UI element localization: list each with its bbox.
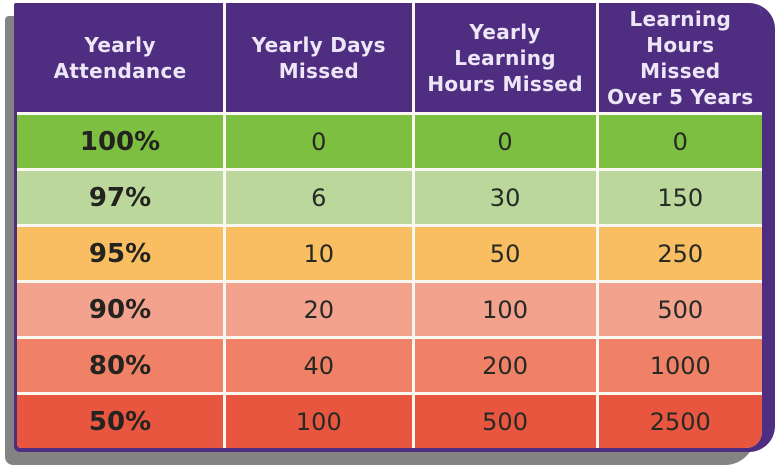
row-2-days-missed: 10 [226,227,412,280]
row-1-yearly-hours-missed: 30 [414,171,596,224]
row-3-days-missed: 20 [226,283,412,336]
row-3-yearly-hours-missed: 100 [414,283,596,336]
row-4-hours-missed-5-years: 1000 [598,339,762,392]
row-5-hours-missed-5-years: 2500 [598,395,762,448]
row-3-hours-missed-5-years: 500 [598,283,762,336]
attendance-table: Yearly Attendance Yearly Days Missed Yea… [17,3,762,448]
row-1-attendance: 97% [17,171,224,224]
row-5-yearly-hours-missed: 500 [414,395,596,448]
row-5-days-missed: 100 [226,395,412,448]
row-4-yearly-hours-missed: 200 [414,339,596,392]
row-2-yearly-hours-missed: 50 [414,227,596,280]
row-0-yearly-hours-missed: 0 [414,115,596,168]
row-2-hours-missed-5-years: 250 [598,227,762,280]
header-yearly-learning-hours-missed: Yearly Learning Hours Missed [414,3,596,112]
table-frame: Yearly Attendance Yearly Days Missed Yea… [14,3,775,452]
row-4-attendance: 80% [17,339,224,392]
header-yearly-attendance: Yearly Attendance [17,3,224,112]
row-2-attendance: 95% [17,227,224,280]
header-yearly-days-missed: Yearly Days Missed [226,3,412,112]
row-1-hours-missed-5-years: 150 [598,171,762,224]
row-0-attendance: 100% [17,115,224,168]
row-3-attendance: 90% [17,283,224,336]
row-5-attendance: 50% [17,395,224,448]
row-0-hours-missed-5-years: 0 [598,115,762,168]
row-4-days-missed: 40 [226,339,412,392]
header-learning-hours-missed-5-years: Learning Hours Missed Over 5 Years [598,3,762,112]
row-1-days-missed: 6 [226,171,412,224]
row-0-days-missed: 0 [226,115,412,168]
